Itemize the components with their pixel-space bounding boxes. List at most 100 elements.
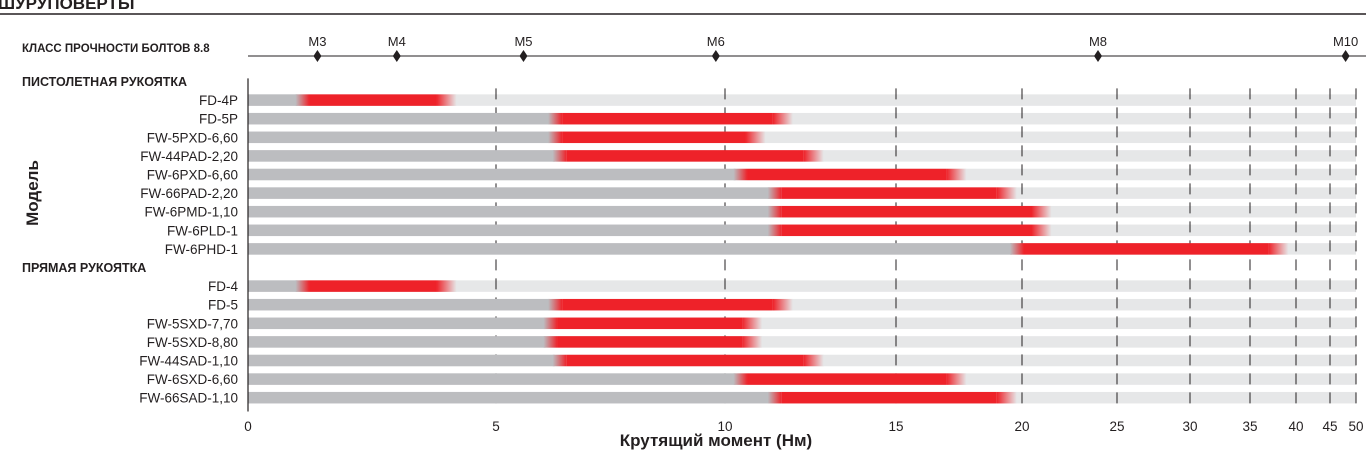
bar-fade-in (767, 205, 782, 218)
bar-range (781, 205, 1032, 218)
x-tick-label: 35 (1242, 419, 1257, 434)
row-track (248, 298, 1356, 311)
x-tick-label: 40 (1288, 419, 1303, 434)
bar-base (248, 354, 555, 367)
row-label: FW-6PLD-1 (167, 223, 238, 238)
bar-base (248, 168, 736, 181)
bar-base (248, 112, 551, 125)
bar-fade-in (295, 280, 310, 292)
x-tick-label: 0 (244, 419, 252, 434)
bar-range (747, 168, 947, 181)
row-label: FW-6PXD-6,60 (147, 168, 238, 183)
bar-fade-in (552, 150, 567, 162)
row-label: FW-66PAD-2,20 (140, 186, 238, 201)
y-axis-title: Модель (23, 160, 42, 226)
row-label: FD-5 (208, 298, 238, 313)
bar-range (1024, 243, 1269, 255)
group-label-1: ПИСТОЛЕТНАЯ РУКОЯТКА (22, 75, 187, 89)
bar-range (309, 94, 437, 106)
bolt-label-m8: M8 (1089, 34, 1107, 49)
bar-fade-in (733, 373, 748, 385)
bar-fade-out (803, 150, 824, 162)
bar-range (781, 224, 1032, 237)
x-tick-label: 45 (1322, 419, 1337, 434)
bar-fade-out (946, 168, 967, 181)
bar-fade-out (436, 94, 457, 106)
bar-fade-in (1010, 243, 1024, 255)
bolt-label-m5: M5 (514, 34, 532, 49)
bar-range (562, 298, 773, 311)
bar-range (781, 391, 997, 404)
bar-range (557, 336, 743, 348)
bar-base (248, 94, 298, 106)
bolt-class-label: КЛАСС ПРОЧНОСТИ БОЛТОВ 8.8 (22, 43, 210, 55)
x-tick-label: 25 (1109, 419, 1124, 434)
bar-range (566, 150, 804, 162)
x-tick-label: 15 (888, 419, 903, 434)
bar-base (248, 317, 546, 330)
bar-fade-in (548, 298, 563, 311)
bar-base (248, 205, 770, 218)
x-tick-label: 10 (717, 419, 732, 434)
group-label-2: ПРЯМАЯ РУКОЯТКА (22, 261, 146, 275)
bar-fade-in (767, 187, 782, 199)
bar-base (248, 336, 546, 348)
bar-base (248, 391, 770, 404)
bar-fade-in (548, 112, 563, 125)
row-label: FD-4P (199, 93, 238, 108)
bar-base (248, 150, 555, 162)
bar-range (557, 317, 743, 330)
bar-range (562, 131, 746, 144)
row-track (248, 94, 1356, 106)
bar-fade-out (1031, 224, 1052, 237)
bar-fade-in (733, 168, 748, 181)
bar-range (562, 112, 773, 125)
bar-fade-out (1268, 243, 1289, 255)
bar-fade-in (552, 354, 567, 367)
bar-base (248, 298, 551, 311)
row-label: FD-4 (208, 279, 238, 294)
bar-fade-out (803, 354, 824, 367)
row-label: FW-44PAD-2,20 (140, 149, 238, 164)
row-track (248, 131, 1356, 144)
bar-base (248, 280, 298, 292)
bar-fade-out (742, 336, 763, 348)
bar-fade-in (548, 131, 563, 144)
bar-range (309, 280, 437, 292)
bolt-label-m10: M10 (1333, 34, 1358, 49)
bar-fade-in (295, 94, 310, 106)
bar-base (248, 187, 770, 199)
row-label: FW-5SXD-8,80 (147, 335, 238, 350)
row-label: FD-5P (199, 112, 238, 127)
row-label: FW-6SXD-6,60 (147, 372, 238, 387)
bar-fade-out (946, 373, 967, 385)
bar-base (248, 243, 1012, 255)
x-tick-label: 50 (1348, 419, 1363, 434)
bar-fade-out (996, 391, 1017, 404)
bar-fade-in (767, 224, 782, 237)
row-label: FW-44SAD-1,10 (139, 354, 238, 369)
bar-fade-out (745, 131, 766, 144)
row-track (248, 112, 1356, 125)
bar-base (248, 131, 551, 144)
bolt-marker-m4 (392, 50, 401, 62)
row-track (248, 336, 1356, 348)
row-label: FW-5PXD-6,60 (147, 130, 238, 145)
bar-fade-out (996, 187, 1017, 199)
row-label: FW-6PMD-1,10 (144, 205, 238, 220)
row-label: FW-6PHD-1 (165, 242, 238, 257)
row-track (248, 317, 1356, 330)
bar-fade-in (543, 317, 558, 330)
bolt-marker-m6 (711, 50, 720, 62)
bar-range (566, 354, 804, 367)
bar-base (248, 373, 736, 385)
row-label: FW-66SAD-1,10 (139, 391, 238, 406)
bar-fade-out (436, 280, 457, 292)
bar-range (747, 373, 947, 385)
bolt-marker-m8 (1094, 50, 1102, 62)
bar-fade-out (772, 112, 793, 125)
bar-fade-out (742, 317, 763, 330)
x-tick-label: 30 (1182, 419, 1197, 434)
x-tick-label: 20 (1014, 419, 1029, 434)
